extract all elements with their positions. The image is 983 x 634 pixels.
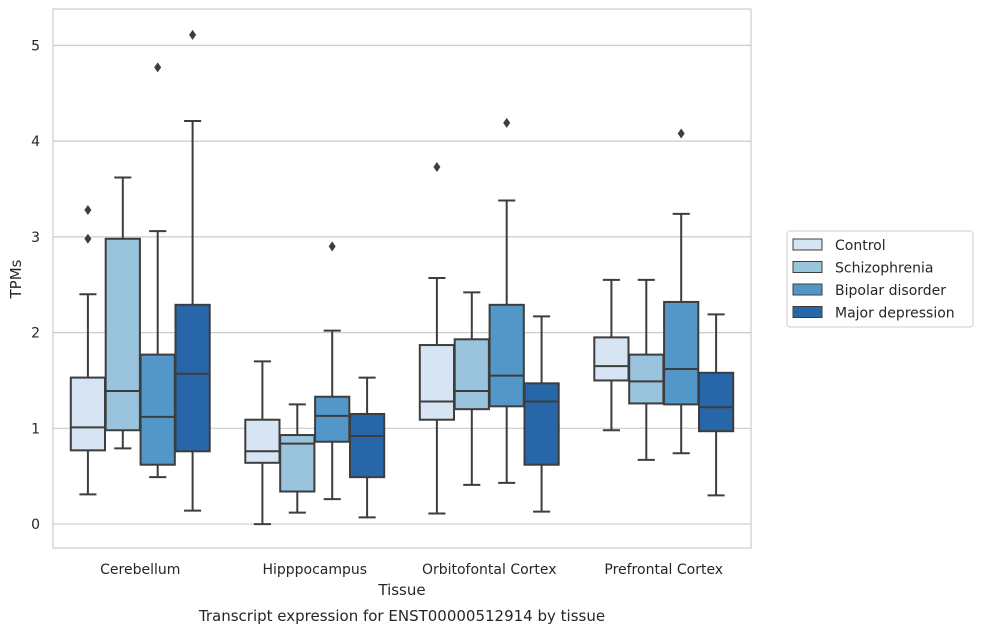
box-hipppocampus	[348, 376, 386, 519]
box-hipppocampus	[244, 360, 281, 526]
legend-swatch	[792, 238, 823, 251]
y-tick-label: 3	[31, 230, 40, 246]
plot-area	[52, 8, 752, 549]
legend-swatch	[792, 261, 823, 273]
chart-caption: Transcript expression for ENST0000051291…	[198, 607, 605, 625]
outlier-marker	[677, 128, 685, 139]
x-tick-label: Orbitofontal Cortex	[422, 562, 557, 578]
series-schizophrenia	[104, 176, 665, 514]
series-control	[69, 161, 630, 526]
x-tick-label: Hipppocampus	[262, 562, 367, 578]
y-axis-title: TPMs	[7, 259, 25, 299]
outlier-marker	[433, 161, 441, 172]
box-cerebellum	[174, 29, 211, 512]
box-body	[663, 300, 700, 406]
box-hipppocampus	[279, 403, 316, 514]
y-tick-label: 0	[31, 517, 40, 533]
box-body	[628, 353, 665, 405]
y-tick-label: 1	[31, 421, 40, 437]
box-body	[488, 303, 525, 408]
outlier-marker	[84, 233, 92, 244]
legend-swatch	[792, 306, 823, 318]
box-body	[697, 371, 735, 433]
box-orbitofontal-cortex	[418, 161, 456, 515]
legend-frame	[786, 230, 974, 328]
outlier-marker	[503, 117, 511, 128]
legend: Control Schizophrenia Bipolar disorder Majo…	[786, 230, 974, 328]
box-cerebellum	[104, 176, 141, 450]
box-prefrontal-cortex	[628, 278, 665, 461]
series-major-depression	[174, 29, 735, 519]
box-body	[593, 336, 630, 382]
plot-frame	[52, 8, 752, 549]
box-prefrontal-cortex	[697, 313, 735, 497]
outlier-marker	[84, 205, 92, 216]
outlier-marker	[328, 241, 336, 252]
box-series-group	[69, 29, 735, 526]
box-body	[139, 353, 176, 466]
legend-label: Bipolar disorder	[835, 283, 946, 299]
y-tick-labels: 0 1 2 3 4 5	[31, 38, 40, 533]
box-body	[453, 338, 490, 411]
x-tick-labels: Cerebellum Hipppocampus Orbitofontal Corte…	[100, 562, 723, 578]
y-tick-label: 5	[31, 38, 40, 54]
box-orbitofontal-cortex	[453, 291, 490, 486]
box-orbitofontal-cortex	[488, 117, 525, 484]
legend-label: Control	[835, 238, 886, 254]
outlier-marker	[154, 62, 162, 73]
legend-label: Schizophrenia	[835, 261, 933, 277]
box-body	[314, 395, 351, 443]
y-tick-label: 2	[31, 326, 40, 342]
box-prefrontal-cortex	[663, 128, 700, 455]
box-body	[69, 376, 107, 452]
box-orbitofontal-cortex	[523, 315, 560, 513]
box-body	[418, 344, 456, 421]
box-body	[244, 418, 281, 464]
box-body	[104, 237, 141, 432]
box-hipppocampus	[314, 241, 351, 501]
box-body	[348, 412, 386, 479]
series-bipolar-disorder	[139, 62, 700, 501]
y-tick-label: 4	[31, 134, 40, 150]
box-body	[523, 382, 560, 466]
box-body	[174, 303, 211, 453]
x-tick-label: Prefrontal Cortex	[604, 562, 723, 578]
x-tick-label: Cerebellum	[100, 562, 180, 578]
x-axis-title: Tissue	[377, 581, 425, 599]
outlier-marker	[189, 29, 197, 40]
legend-label: Major depression	[835, 306, 955, 322]
legend-swatch	[792, 283, 823, 296]
